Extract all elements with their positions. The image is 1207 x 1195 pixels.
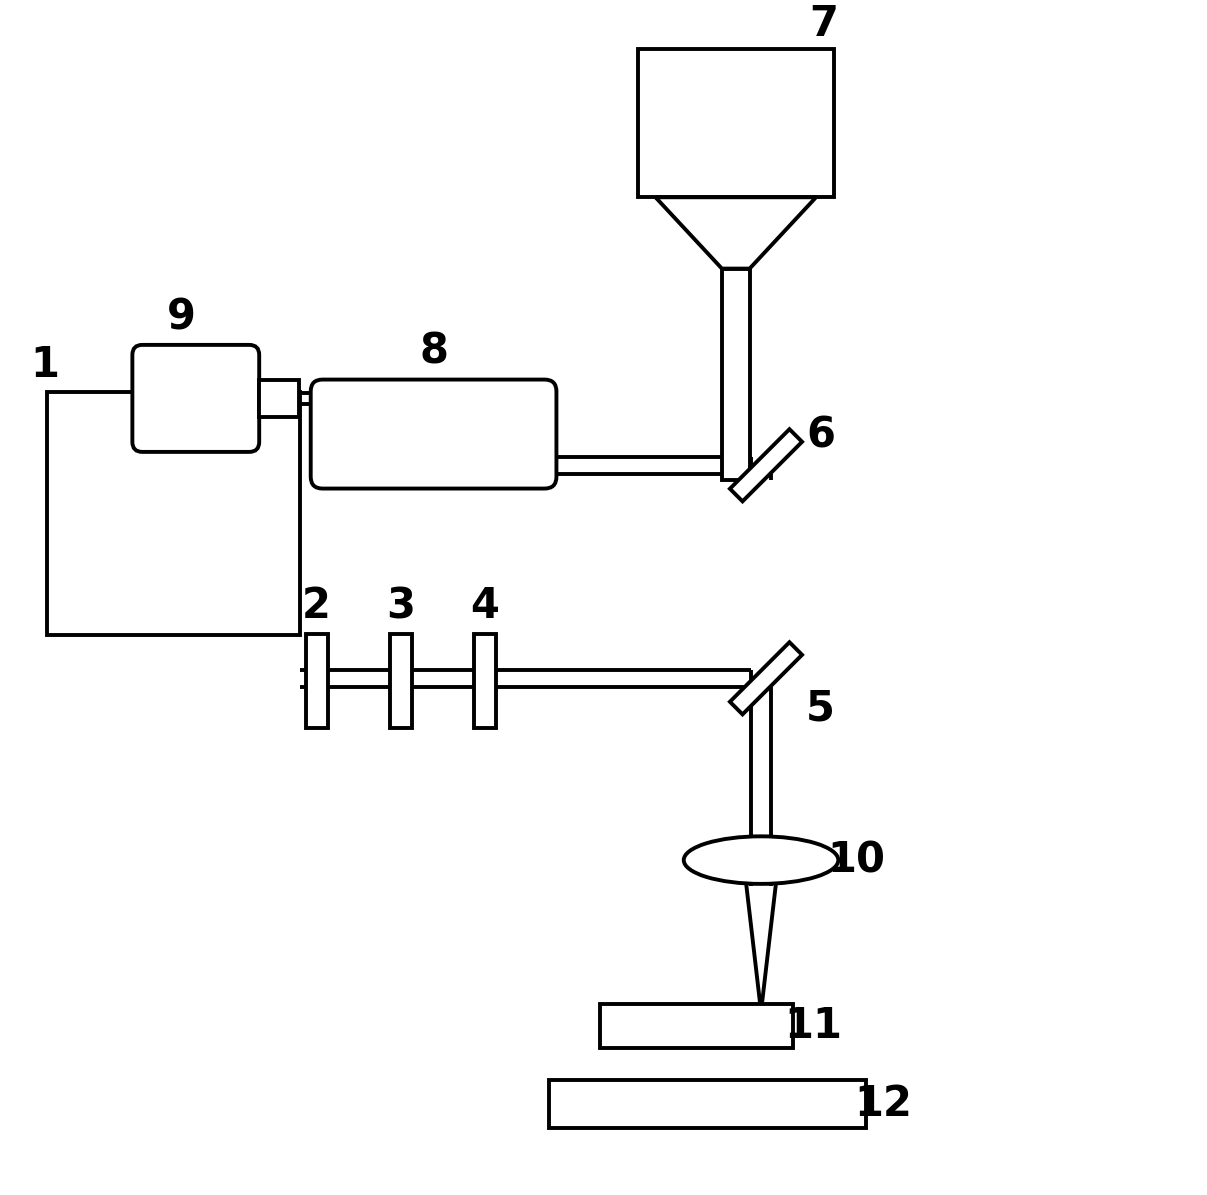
FancyBboxPatch shape bbox=[133, 345, 260, 452]
Bar bbox=[305, 635, 327, 728]
Text: 2: 2 bbox=[302, 586, 331, 627]
Ellipse shape bbox=[683, 836, 839, 884]
Bar bbox=[47, 392, 299, 636]
Bar bbox=[722, 269, 750, 479]
Text: 3: 3 bbox=[386, 586, 415, 627]
Bar bbox=[390, 635, 412, 728]
Polygon shape bbox=[730, 642, 803, 715]
Text: 7: 7 bbox=[810, 2, 839, 45]
Bar bbox=[600, 1004, 793, 1048]
Text: 8: 8 bbox=[419, 331, 448, 373]
Text: 4: 4 bbox=[471, 586, 500, 627]
Bar bbox=[260, 380, 299, 417]
Text: 9: 9 bbox=[167, 296, 196, 338]
Polygon shape bbox=[730, 429, 803, 502]
Bar bbox=[474, 635, 496, 728]
Bar bbox=[637, 49, 834, 197]
Text: 12: 12 bbox=[855, 1083, 912, 1124]
Text: 1: 1 bbox=[30, 344, 59, 386]
Text: 11: 11 bbox=[785, 1005, 842, 1047]
Text: 6: 6 bbox=[806, 415, 835, 456]
Text: 10: 10 bbox=[827, 839, 885, 881]
FancyBboxPatch shape bbox=[310, 380, 556, 489]
Text: 5: 5 bbox=[806, 687, 835, 729]
Bar bbox=[548, 1080, 865, 1128]
